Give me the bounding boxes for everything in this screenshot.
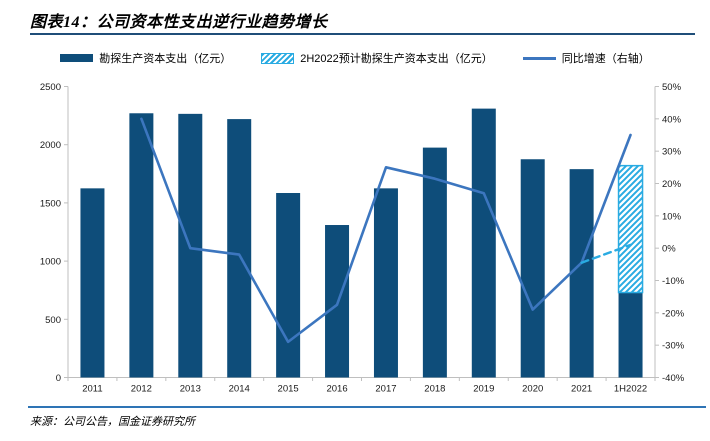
left-axis-tick-label: 0 [56,373,61,384]
right-axis-tick-label: 10% [662,211,682,222]
title-rule [30,33,695,35]
chart-legend: 勘探生产资本支出（亿元） 2H2022预计勘探生产资本支出（亿元） 同比增速（右… [0,50,710,66]
left-axis-tick-label: 500 [45,315,61,326]
x-axis-category-label: 2019 [473,384,494,395]
legend-item-forecast-capex: 2H2022预计勘探生产资本支出（亿元） [261,50,493,66]
x-axis-category-label: 1H2022 [614,384,647,395]
bar-2020 [520,159,545,378]
legend-label: 同比增速（右轴） [561,53,650,65]
x-axis-category-label: 2011 [82,384,102,395]
source-note: 来源：公司公告，国金证券研究所 [30,416,195,428]
hatch-swatch-icon [261,52,295,64]
right-axis-tick-label: -20% [662,308,685,319]
bar-2018 [422,147,447,378]
line-swatch-icon [522,56,556,60]
right-axis-tick-label: 0% [662,244,676,255]
forecast-yoy-dashed-line [580,243,632,264]
footer-rule [28,406,706,408]
legend-label: 勘探生产资本支出（亿元） [99,53,232,65]
bar-2017 [373,188,398,378]
x-axis-category-label: 2015 [278,384,299,395]
x-axis-category-label: 2018 [424,384,445,395]
left-axis-tick-label: 1000 [40,257,61,268]
bar-2011 [80,188,105,378]
bar-2021 [569,169,594,378]
right-axis-tick-label: 30% [662,147,682,158]
x-axis-category-label: 2021 [571,384,592,395]
x-axis-category-label: 2013 [180,384,201,395]
right-axis-tick-label: -10% [662,276,685,287]
right-axis-tick-label: -30% [662,341,685,352]
bar-2014 [227,119,252,378]
bar-swatch-icon [60,54,94,62]
forecast-bar-1H2022 [617,164,644,294]
left-axis-tick-label: 2000 [40,140,61,151]
bar-2019 [471,108,496,378]
right-axis-tick-label: 20% [662,179,682,190]
legend-item-yoy: 同比增速（右轴） [522,50,650,66]
x-axis-category-label: 2020 [522,384,543,395]
x-axis-category-label: 2012 [131,384,152,395]
right-axis-tick-label: 50% [662,82,682,93]
x-axis-category-label: 2014 [229,384,250,395]
yoy-growth-line [140,117,632,344]
left-axis-tick-label: 2500 [40,82,61,93]
right-axis-tick-label: 40% [662,114,682,125]
bar-2015 [276,193,301,378]
legend-item-capex: 勘探生产资本支出（亿元） [60,50,231,66]
left-axis-tick-label: 1500 [40,198,61,209]
bar-1H2022 [618,292,643,378]
x-axis-category-label: 2017 [375,384,396,395]
right-axis-tick-label: -40% [662,373,685,384]
x-axis-category-label: 2016 [326,384,347,395]
bar-2012 [129,113,154,378]
figure-title: 图表14：公司资本性支出逆行业趋势增长 [30,14,328,31]
legend-label: 2H2022预计勘探生产资本支出（亿元） [300,53,493,65]
